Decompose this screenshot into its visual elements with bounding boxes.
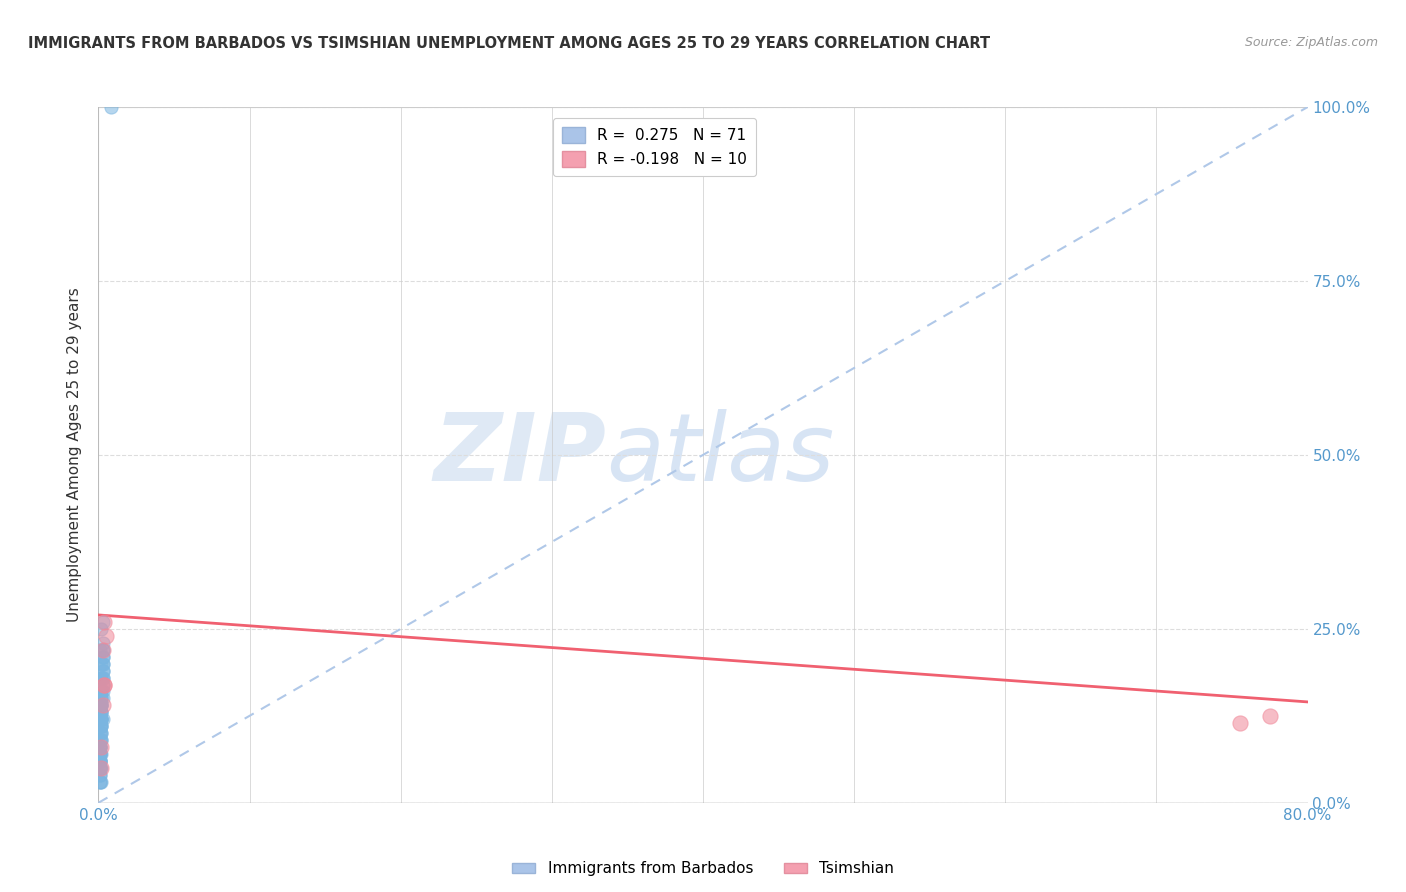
Point — [91, 664, 114, 678]
Point — [89, 754, 111, 768]
Point — [89, 740, 111, 755]
Point — [89, 768, 111, 782]
Point — [90, 761, 112, 775]
Point — [91, 657, 114, 671]
Text: IMMIGRANTS FROM BARBADOS VS TSIMSHIAN UNEMPLOYMENT AMONG AGES 25 TO 29 YEARS COR: IMMIGRANTS FROM BARBADOS VS TSIMSHIAN UN… — [28, 36, 990, 51]
Point — [90, 712, 112, 726]
Point — [91, 712, 114, 726]
Point — [89, 747, 111, 761]
Text: Source: ZipAtlas.com: Source: ZipAtlas.com — [1244, 36, 1378, 49]
Point — [91, 642, 114, 657]
Text: atlas: atlas — [606, 409, 835, 500]
Point — [1258, 708, 1281, 723]
Point — [90, 698, 112, 713]
Point — [89, 747, 111, 761]
Point — [90, 712, 112, 726]
Point — [94, 629, 117, 643]
Point — [91, 698, 114, 713]
Point — [89, 747, 111, 761]
Point — [90, 671, 112, 685]
Point — [89, 698, 111, 713]
Point — [90, 671, 112, 685]
Point — [89, 740, 111, 755]
Point — [89, 761, 111, 775]
Point — [91, 671, 114, 685]
Point — [90, 698, 112, 713]
Point — [90, 775, 112, 789]
Point — [89, 740, 111, 755]
Point — [91, 649, 114, 664]
Point — [90, 747, 112, 761]
Point — [91, 649, 114, 664]
Point — [89, 754, 111, 768]
Point — [90, 726, 112, 740]
Text: ZIP: ZIP — [433, 409, 606, 501]
Y-axis label: Unemployment Among Ages 25 to 29 years: Unemployment Among Ages 25 to 29 years — [67, 287, 83, 623]
Point — [90, 691, 112, 706]
Legend: Immigrants from Barbados, Tsimshian: Immigrants from Barbados, Tsimshian — [506, 855, 900, 882]
Point — [90, 706, 112, 720]
Point — [90, 684, 112, 698]
Point — [93, 677, 115, 691]
Point — [100, 100, 122, 114]
Point — [91, 636, 114, 650]
Point — [89, 740, 111, 755]
Point — [91, 677, 114, 691]
Point — [89, 754, 111, 768]
Point — [90, 712, 112, 726]
Point — [89, 754, 111, 768]
Point — [89, 754, 111, 768]
Point — [90, 657, 112, 671]
Point — [91, 684, 114, 698]
Point — [91, 671, 114, 685]
Point — [89, 775, 111, 789]
Point — [90, 691, 112, 706]
Point — [93, 615, 115, 629]
Point — [90, 698, 112, 713]
Point — [1229, 715, 1251, 730]
Point — [89, 719, 111, 733]
Point — [91, 615, 114, 629]
Legend: R =  0.275   N = 71, R = -0.198   N = 10: R = 0.275 N = 71, R = -0.198 N = 10 — [553, 118, 756, 176]
Point — [90, 698, 112, 713]
Point — [91, 677, 114, 691]
Point — [89, 761, 111, 775]
Point — [89, 761, 111, 775]
Point — [93, 677, 115, 691]
Point — [91, 642, 114, 657]
Point — [89, 733, 111, 747]
Point — [90, 684, 112, 698]
Point — [90, 706, 112, 720]
Point — [90, 719, 112, 733]
Point — [91, 657, 114, 671]
Point — [90, 740, 112, 755]
Point — [90, 622, 112, 636]
Point — [89, 768, 111, 782]
Point — [90, 733, 112, 747]
Point — [90, 726, 112, 740]
Point — [91, 642, 114, 657]
Point — [89, 642, 111, 657]
Point — [89, 726, 111, 740]
Point — [91, 664, 114, 678]
Point — [90, 761, 112, 775]
Point — [90, 733, 112, 747]
Point — [91, 691, 114, 706]
Point — [90, 712, 112, 726]
Point — [90, 706, 112, 720]
Point — [89, 775, 111, 789]
Point — [90, 719, 112, 733]
Point — [90, 719, 112, 733]
